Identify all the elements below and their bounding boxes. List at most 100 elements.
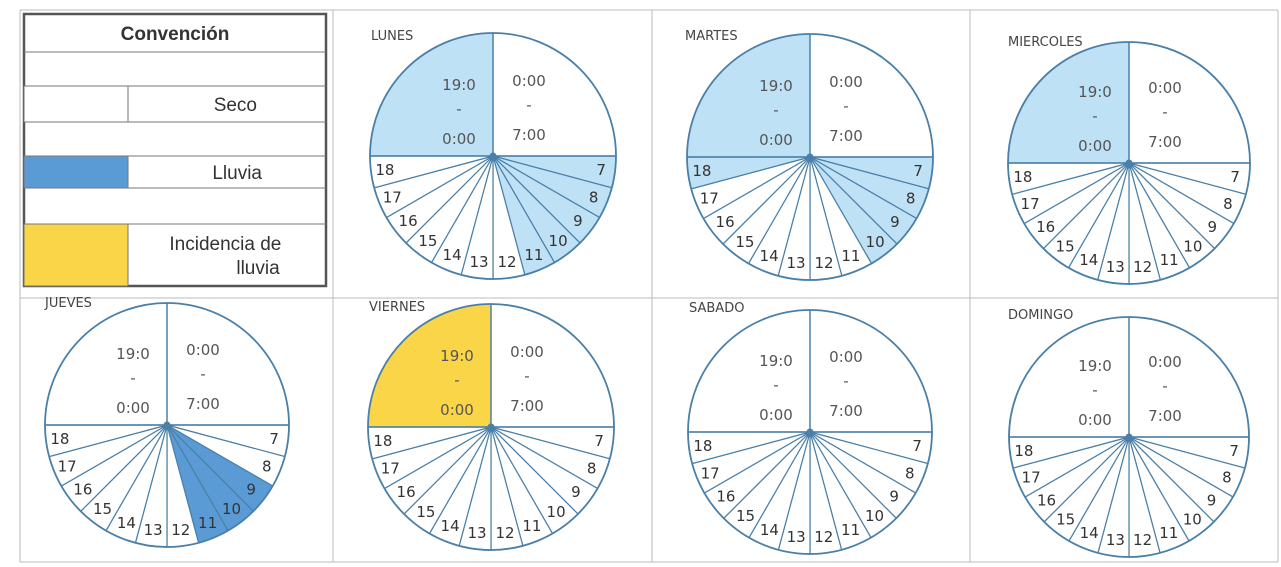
hour-label-10: 10 (547, 503, 566, 521)
quadrant-label-night-bottom: 0:00 (759, 131, 793, 149)
hour-label-17: 17 (1022, 469, 1041, 487)
quadrant-label-night-bottom: 0:00 (116, 399, 150, 417)
day-clocks: 78910111213141516171819:0-0:000:00-7:00L… (44, 29, 1251, 558)
hour-label-8: 8 (589, 189, 599, 207)
hour-label-13: 13 (1106, 531, 1125, 549)
legend: Convención Seco Lluvia Incidencia de llu… (22, 12, 328, 288)
hour-label-11: 11 (522, 517, 541, 535)
legend-title: Convención (121, 24, 230, 45)
day-label-viernes: VIERNES (369, 300, 425, 315)
hour-label-14: 14 (117, 514, 136, 532)
hour-label-10: 10 (1183, 511, 1202, 529)
morning-quadrant (167, 303, 289, 425)
hour-label-12: 12 (1133, 531, 1152, 549)
quadrant-label-morning-top: 0:00 (829, 348, 863, 366)
night-quadrant (1009, 317, 1129, 437)
hour-label-16: 16 (716, 213, 735, 231)
hour-label-15: 15 (416, 503, 435, 521)
hour-label-10: 10 (1183, 237, 1202, 255)
day-label-martes: MARTES (685, 29, 738, 44)
hour-label-7: 7 (269, 430, 279, 448)
legend-label-seco: Seco (214, 95, 257, 116)
quadrant-label-morning-top: 0:00 (1148, 353, 1182, 371)
hour-label-16: 16 (399, 212, 418, 230)
quadrant-label-night-dash: - (773, 101, 778, 119)
hour-label-9: 9 (890, 213, 900, 231)
hour-label-17: 17 (700, 190, 719, 208)
quadrant-label-morning-dash: - (1162, 377, 1167, 395)
hour-label-7: 7 (1230, 168, 1240, 186)
quadrant-label-night-dash: - (456, 100, 461, 118)
morning-quadrant (810, 34, 933, 157)
hour-label-9: 9 (889, 488, 899, 506)
hour-label-10: 10 (222, 500, 241, 518)
hour-label-15: 15 (1056, 237, 1075, 255)
legend-swatch-seco (23, 85, 129, 123)
quadrant-label-night-bottom: 0:00 (1078, 137, 1112, 155)
quadrant-label-night-top: 19:0 (759, 352, 793, 370)
hour-label-9: 9 (1207, 491, 1217, 509)
quadrant-label-night-bottom: 0:00 (759, 406, 793, 424)
hour-label-18: 18 (1014, 442, 1033, 460)
hour-label-12: 12 (814, 254, 833, 272)
hour-label-18: 18 (373, 432, 392, 450)
night-quadrant (687, 34, 810, 157)
grid-lines (19, 9, 1279, 563)
hour-label-15: 15 (735, 233, 754, 251)
quadrant-label-night-dash: - (130, 369, 135, 387)
quadrant-label-morning-dash: - (843, 97, 848, 115)
quadrant-label-night-dash: - (454, 371, 459, 389)
quadrant-label-morning-top: 0:00 (1148, 79, 1182, 97)
hour-label-8: 8 (905, 464, 915, 482)
day-label-miercoles: MIERCOLES (1008, 35, 1083, 50)
hour-label-11: 11 (841, 521, 860, 539)
hour-label-17: 17 (383, 189, 402, 207)
quadrant-label-night-top: 19:0 (116, 345, 150, 363)
hour-label-7: 7 (596, 161, 606, 179)
hour-label-14: 14 (441, 517, 460, 535)
hour-label-12: 12 (497, 253, 516, 271)
hour-label-15: 15 (736, 507, 755, 525)
hour-label-14: 14 (760, 521, 779, 539)
legend-label-lluvia: Lluvia (212, 163, 262, 184)
morning-quadrant (1129, 42, 1250, 163)
quadrant-label-morning-bottom: 7:00 (510, 397, 544, 415)
morning-quadrant (491, 304, 614, 427)
quadrant-label-night-bottom: 0:00 (442, 130, 476, 148)
hour-label-8: 8 (906, 190, 916, 208)
hour-label-8: 8 (587, 460, 597, 478)
quadrant-label-night-top: 19:0 (442, 76, 476, 94)
night-quadrant (370, 33, 493, 156)
quadrant-label-night-dash: - (1092, 107, 1097, 125)
quadrant-label-morning-top: 0:00 (510, 343, 544, 361)
hour-label-13: 13 (1106, 258, 1125, 276)
hour-label-8: 8 (1222, 469, 1232, 487)
hour-label-9: 9 (246, 481, 256, 499)
hour-label-7: 7 (912, 437, 922, 455)
hour-label-7: 7 (913, 162, 923, 180)
hour-label-14: 14 (760, 247, 779, 265)
quadrant-label-morning-dash: - (526, 96, 531, 114)
hour-label-14: 14 (443, 246, 462, 264)
quadrant-label-morning-top: 0:00 (512, 72, 546, 90)
hour-label-12: 12 (1133, 258, 1152, 276)
hour-label-17: 17 (1021, 195, 1040, 213)
hour-label-18: 18 (692, 162, 711, 180)
hour-label-16: 16 (716, 488, 735, 506)
night-quadrant (1008, 42, 1129, 163)
hour-label-12: 12 (814, 528, 833, 546)
hour-label-12: 12 (495, 524, 514, 542)
hour-label-18: 18 (375, 161, 394, 179)
quadrant-label-night-dash: - (773, 376, 778, 394)
hour-label-13: 13 (786, 254, 805, 272)
hour-label-15: 15 (93, 500, 112, 518)
hour-label-14: 14 (1079, 251, 1098, 269)
hour-label-9: 9 (571, 483, 581, 501)
hour-label-17: 17 (58, 457, 77, 475)
quadrant-label-morning-dash: - (524, 367, 529, 385)
hour-label-14: 14 (1080, 524, 1099, 542)
hour-label-17: 17 (381, 460, 400, 478)
